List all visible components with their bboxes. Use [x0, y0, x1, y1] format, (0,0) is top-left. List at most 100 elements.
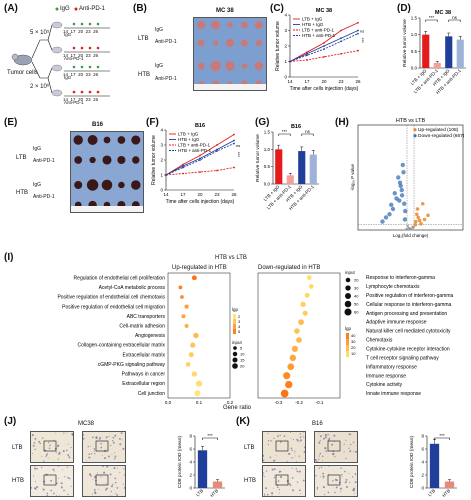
stained-nucleus: [116, 487, 119, 489]
chart-title: MC 38: [316, 8, 332, 14]
data-point: [323, 45, 325, 47]
stained-nucleus: [50, 489, 53, 492]
lgp-tick: 3: [238, 319, 241, 324]
point-down: [399, 187, 404, 193]
stained-nucleus: [270, 440, 272, 442]
point-down: [402, 217, 408, 222]
legend-label: HTB + anti-PD-1: [302, 33, 336, 38]
stained-nucleus: [57, 458, 59, 460]
go-dot: [287, 363, 295, 371]
lgp-tick: 4: [238, 324, 241, 329]
stained-nucleus: [119, 471, 121, 473]
stained-nucleus: [124, 465, 126, 467]
go-dot: [291, 345, 299, 353]
input-size-key: [344, 300, 352, 308]
tumor-sample: [240, 39, 248, 47]
input-size-key: [232, 357, 238, 363]
stained-nucleus: [355, 474, 357, 476]
stained-nucleus: [63, 489, 65, 492]
bar: [429, 443, 440, 488]
stained-nucleus: [33, 475, 35, 477]
stained-nucleus: [299, 436, 302, 439]
stained-nucleus: [82, 437, 85, 440]
stained-nucleus: [112, 441, 115, 444]
stained-nucleus: [33, 487, 36, 490]
go-term-label: Natural killer cell mediated cytotoxicit…: [366, 329, 451, 335]
stained-nucleus: [110, 444, 112, 447]
tumor-sample: [131, 180, 141, 190]
stained-nucleus: [343, 451, 345, 453]
panel-label-b: (B): [133, 3, 147, 14]
tumor-sample: [241, 21, 248, 29]
annotation: ns: [236, 143, 240, 148]
bar: [456, 39, 464, 68]
ihc-image-k-ltb: [262, 431, 306, 463]
data-point: [289, 60, 291, 63]
stained-nucleus: [67, 443, 69, 445]
legend-label: LTB + IgG: [302, 17, 323, 22]
stained-nucleus: [346, 485, 349, 489]
stained-nucleus: [117, 467, 119, 469]
ytick-label: 1: [284, 59, 287, 64]
stained-nucleus: [82, 433, 85, 436]
stained-nucleus: [31, 433, 34, 437]
stained-nucleus: [114, 477, 117, 480]
stained-nucleus: [109, 495, 111, 497]
tumor-sample: [73, 135, 83, 145]
stained-nucleus: [265, 487, 268, 490]
tumor-sample: [197, 62, 205, 70]
stained-nucleus: [113, 466, 116, 470]
annotation: ***: [361, 37, 366, 43]
go-dot: [306, 274, 312, 280]
go-term-label: Cell junction: [138, 391, 165, 397]
panel-label-d: (D): [397, 3, 411, 14]
stained-nucleus: [345, 439, 347, 441]
go-term-label: cGMP-PKG signaling pathway: [98, 362, 166, 368]
stained-nucleus: [88, 456, 91, 459]
panel-label-e: (E): [4, 117, 18, 128]
stained-nucleus: [267, 440, 270, 442]
stained-nucleus: [109, 473, 112, 476]
data-point: [233, 133, 235, 136]
xlabel: Log₂(fold change): [393, 233, 429, 238]
point-ns: [406, 224, 409, 227]
tumor-sample: [117, 155, 126, 165]
input-size-key: [344, 308, 352, 316]
tumor-sample: [254, 61, 264, 71]
ytick-label: 0.5: [264, 164, 271, 169]
row-b-2: Anti-PD-1: [155, 39, 177, 45]
panel-i-title: HTB vs LTB: [215, 255, 247, 261]
go-term-label: Collagen-containing extracellular matrix: [77, 343, 165, 349]
stained-nucleus: [96, 483, 98, 485]
data-point: [306, 54, 308, 57]
stained-nucleus: [67, 476, 70, 479]
stained-nucleus: [105, 436, 108, 439]
stained-nucleus: [291, 477, 294, 479]
point-up: [413, 219, 418, 224]
ihc-image-j-ltb: [30, 431, 74, 463]
go-term-label: Response to interferon-gamma: [366, 275, 435, 281]
go-term-label: Adaptive immune response: [366, 320, 427, 326]
stained-nucleus: [45, 473, 48, 476]
stained-nucleus: [348, 473, 350, 475]
stained-nucleus: [262, 459, 265, 462]
stained-nucleus: [50, 479, 53, 482]
stained-nucleus: [58, 494, 60, 496]
legend-marker: [413, 134, 417, 138]
tumor-sample: [118, 181, 125, 189]
bar: [445, 36, 453, 68]
stained-nucleus: [92, 479, 94, 481]
ytick-label: 4: [160, 128, 163, 133]
point-down: [399, 193, 405, 198]
stained-nucleus: [279, 475, 283, 479]
bar: [275, 149, 283, 184]
legend-igg-marker: [55, 7, 59, 11]
zoom-box: [275, 440, 289, 452]
stained-nucleus: [333, 434, 336, 437]
significance-bracket: [448, 19, 461, 22]
ytick-label: 2: [160, 158, 163, 163]
arm-label-4: Anti-PD-1: [64, 100, 84, 105]
panel-label-c: (C): [270, 3, 284, 14]
annotation: ***: [282, 129, 288, 134]
stained-nucleus: [318, 432, 320, 434]
